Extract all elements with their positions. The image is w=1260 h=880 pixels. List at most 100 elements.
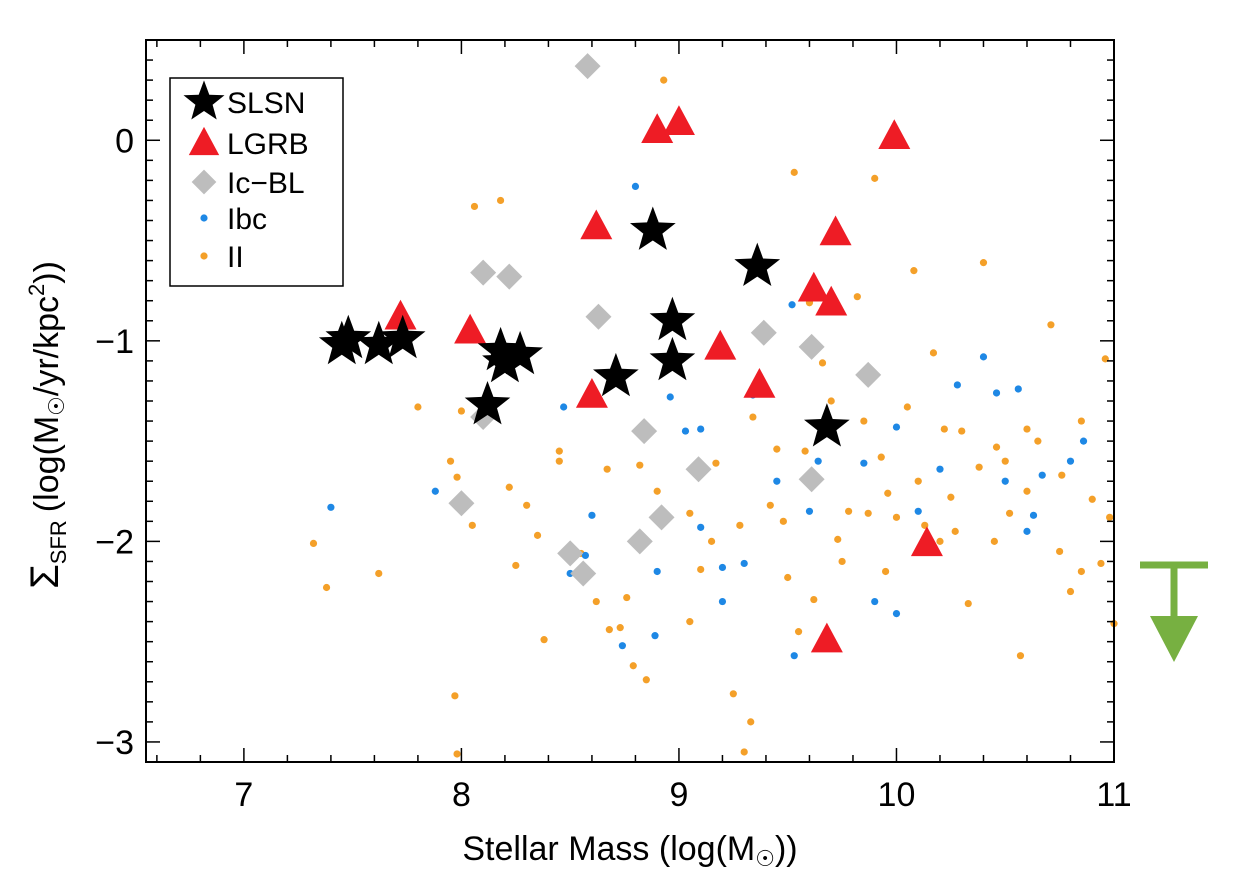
data-point-ibc — [581, 551, 590, 560]
data-point-lgrb — [743, 367, 776, 398]
data-point-ii — [1034, 437, 1042, 445]
data-point-ii — [1001, 457, 1009, 465]
data-point-ii — [1023, 425, 1031, 433]
data-point-ii — [457, 407, 466, 415]
data-point-ii — [1005, 509, 1014, 517]
data-point-ibc — [718, 597, 727, 606]
data-point-ii — [707, 537, 716, 545]
legend-marker-lgrb — [188, 126, 220, 156]
data-point-ibc — [740, 559, 748, 568]
data-point-ic-bl — [496, 263, 523, 290]
data-point-slsn — [325, 314, 372, 359]
data-point-ii — [1077, 567, 1085, 576]
data-point-ii — [505, 483, 513, 491]
plot-area — [309, 53, 1118, 758]
data-point-ii — [555, 447, 563, 455]
legend-label-ibc: Ibc — [227, 203, 267, 236]
data-point-ii — [512, 561, 520, 570]
data-point-slsn — [804, 403, 850, 447]
data-point-ii — [801, 447, 809, 455]
data-point-ic-bl — [855, 361, 882, 388]
data-point-ii — [686, 618, 694, 626]
data-point-ic-bl — [798, 466, 825, 493]
data-point-ii — [940, 425, 948, 433]
data-point-slsn — [497, 330, 543, 375]
legend-marker-ibc — [200, 214, 208, 222]
data-point-ii — [773, 445, 781, 453]
x-tick-label: 8 — [452, 776, 471, 814]
series-slsn — [318, 206, 850, 447]
data-point-ii — [975, 463, 983, 471]
data-point-ii — [910, 267, 918, 275]
data-point-ii — [1106, 513, 1114, 521]
data-point-ii — [1088, 495, 1096, 503]
data-point-ii — [990, 537, 998, 545]
data-point-lgrb — [797, 271, 830, 302]
data-point-ii — [958, 427, 966, 435]
series-lgrb — [384, 105, 943, 653]
data-point-ii — [903, 403, 911, 411]
x-tick-label: 10 — [878, 776, 916, 814]
data-point-lgrb — [815, 285, 848, 316]
data-point-ic-bl — [685, 456, 712, 483]
data-point-ii — [736, 521, 744, 529]
data-point-ii — [784, 573, 792, 582]
data-point-ii — [979, 259, 988, 267]
data-point-ic-bl — [585, 303, 612, 330]
legend-label-slsn: SLSN — [227, 87, 305, 120]
data-point-ibc — [1029, 511, 1038, 519]
data-point-ibc — [1001, 477, 1009, 485]
y-axis-title: ΣSFR(log(M☉/yr/kpc2)) — [23, 261, 71, 589]
data-point-ii — [747, 718, 755, 726]
data-point-lgrb — [575, 377, 608, 408]
data-point-lgrb — [454, 313, 487, 344]
data-point-ibc — [631, 182, 640, 191]
y-tick-label: −1 — [95, 323, 134, 361]
x-tick-label: 11 — [1096, 776, 1131, 814]
data-point-ibc — [718, 563, 727, 572]
legend-label-ii: II — [227, 241, 244, 274]
data-point-ibc — [697, 523, 705, 531]
data-point-ibc — [953, 381, 961, 389]
data-point-ibc — [805, 507, 814, 515]
data-point-ii — [929, 349, 938, 357]
data-point-slsn — [593, 352, 639, 397]
data-point-lgrb — [662, 105, 695, 135]
data-point-ibc — [697, 425, 705, 433]
y-axis-title-sun-symbol: ☉ — [44, 396, 69, 416]
data-point-ibc — [666, 393, 674, 401]
series-ii — [309, 76, 1118, 758]
data-point-ii — [936, 537, 944, 545]
data-point-ic-bl — [448, 490, 475, 517]
data-point-ii — [951, 527, 959, 535]
x-axis-title: Stellar Mass (log(M☉)) — [462, 830, 797, 871]
data-point-ibc — [914, 507, 922, 515]
data-point-ic-bl — [574, 53, 601, 80]
data-point-ic-bl — [570, 560, 597, 587]
data-point-ibc — [979, 353, 988, 361]
data-point-slsn — [649, 296, 696, 341]
y-tick-label: −2 — [95, 523, 134, 561]
data-point-ii — [884, 489, 892, 497]
data-point-slsn — [379, 314, 426, 359]
data-point-ii — [540, 636, 548, 644]
data-point-ic-bl — [470, 259, 497, 286]
data-point-ii — [1016, 652, 1025, 660]
legend-marker-ic-bl — [191, 169, 217, 195]
data-point-ii — [779, 517, 787, 525]
data-point-ii — [616, 624, 624, 632]
x-axis-title-sun-symbol: ☉ — [755, 846, 775, 871]
data-point-ibc — [1066, 457, 1075, 465]
data-point-ii — [871, 174, 879, 182]
data-point-ii — [794, 628, 803, 636]
data-point-slsn — [734, 242, 781, 286]
legend-marker-slsn — [183, 80, 225, 120]
data-point-slsn — [464, 381, 511, 425]
data-point-ii — [629, 662, 637, 670]
data-point-ii — [766, 501, 774, 509]
data-point-ibc — [588, 511, 596, 519]
data-point-ic-bl — [557, 540, 584, 567]
data-point-ibc — [566, 569, 574, 578]
x-tick-label: 9 — [669, 776, 688, 814]
